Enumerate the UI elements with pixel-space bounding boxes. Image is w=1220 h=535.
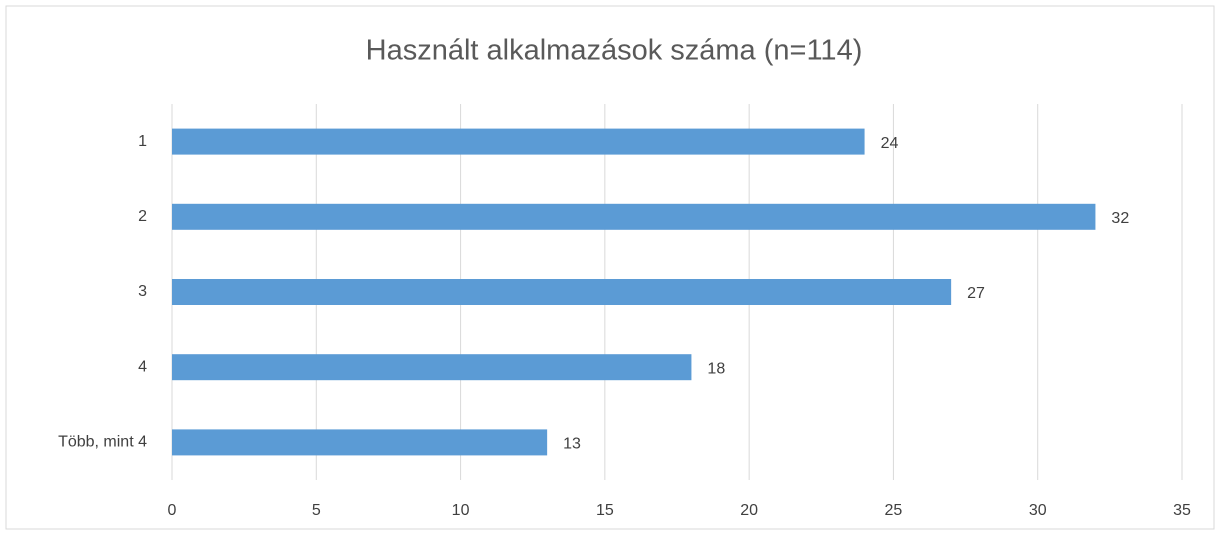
bar	[172, 203, 1096, 230]
x-tick-label: 25	[885, 502, 903, 519]
chart-title: Használt alkalmazások száma (n=114)	[366, 35, 863, 67]
x-tick-label: 5	[312, 502, 321, 519]
data-label: 24	[881, 135, 899, 152]
bar	[172, 354, 692, 381]
data-label: 13	[563, 436, 581, 453]
x-tick-label: 35	[1173, 502, 1191, 519]
bar	[172, 279, 952, 305]
bar	[172, 128, 865, 155]
x-tick-label: 10	[452, 502, 470, 519]
x-tick-label: 0	[168, 502, 177, 519]
y-tick-label: 4	[138, 358, 147, 375]
y-tick-label: 2	[138, 208, 147, 225]
bar	[172, 429, 548, 456]
y-tick-label: 3	[138, 283, 147, 300]
data-label: 32	[1111, 210, 1129, 227]
data-label: 18	[707, 360, 725, 377]
data-label: 27	[967, 285, 985, 302]
y-tick-label: Több, mint 4	[58, 434, 147, 451]
y-tick-label: 1	[138, 133, 147, 150]
x-tick-label: 30	[1029, 502, 1047, 519]
x-tick-label: 15	[596, 502, 614, 519]
x-tick-label: 20	[740, 502, 758, 519]
